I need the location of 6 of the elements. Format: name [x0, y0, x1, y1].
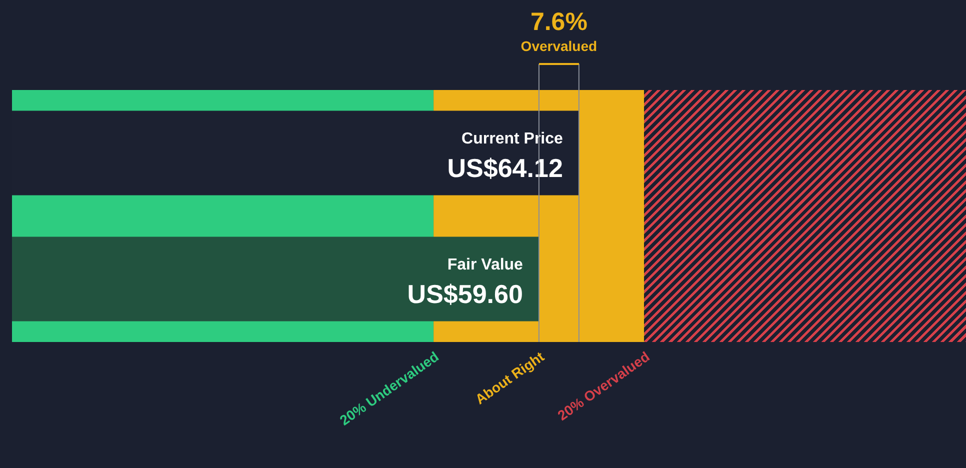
data-label: US$64.12	[447, 153, 563, 184]
text: 7.6%	[530, 8, 588, 36]
y-tick-label: Current Price	[462, 130, 564, 148]
data-label: US$59.60	[407, 279, 523, 310]
y-tick-label: Fair Value	[447, 256, 524, 274]
text: Overvalued	[520, 38, 598, 54]
